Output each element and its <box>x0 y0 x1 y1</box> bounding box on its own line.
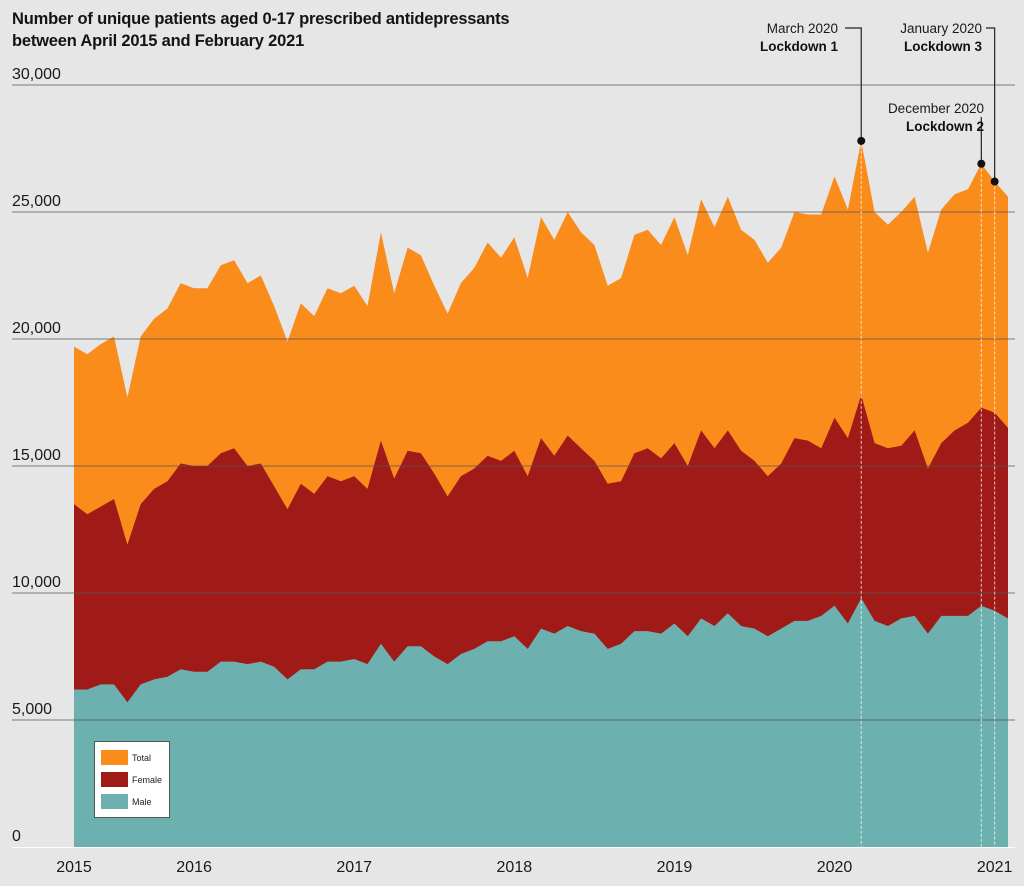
y-tick-label: 15,000 <box>12 447 61 464</box>
annotation-label: Lockdown 2 <box>906 119 984 134</box>
legend-item-female: Female <box>101 772 162 787</box>
legend-swatch-total <box>101 750 128 765</box>
legend-label-total: Total <box>132 752 152 763</box>
chart-title-line-1: Number of unique patients aged 0-17 pres… <box>12 10 510 28</box>
chart-title: Number of unique patients aged 0-17 pres… <box>12 8 572 52</box>
x-tick-label: 2018 <box>497 859 533 876</box>
y-axis-labels: 0 5,000 10,000 15,000 20,000 25,000 30,000 <box>12 66 61 845</box>
annotations: March 2020 Lockdown 1 December 2020 Lockdow… <box>760 21 999 847</box>
annotation-label: Lockdown 3 <box>904 39 982 54</box>
annotation-marker <box>857 136 866 145</box>
chart-title-line-2: between April 2015 and February 2021 <box>12 32 305 50</box>
x-tick-label: 2020 <box>817 859 853 876</box>
x-tick-label: 2017 <box>336 859 372 876</box>
legend-item-male: Male <box>101 794 152 809</box>
legend-item-total: Total <box>101 750 151 765</box>
annotation-marker <box>977 159 986 168</box>
y-tick-label: 10,000 <box>12 574 61 591</box>
legend: Total Female Male <box>94 741 170 818</box>
annotation-marker <box>990 177 999 186</box>
area-male <box>74 598 1008 847</box>
annotation-date: January 2020 <box>900 21 982 36</box>
x-tick-label: 2015 <box>56 859 92 876</box>
series-areas <box>74 140 1008 847</box>
annotation-leader-line <box>986 27 996 182</box>
gridlines <box>12 84 1015 848</box>
y-tick-label: 20,000 <box>12 320 61 337</box>
y-tick-label: 0 <box>12 828 21 845</box>
y-tick-label: 5,000 <box>12 701 52 718</box>
annotation-date: December 2020 <box>888 101 984 116</box>
legend-swatch-male <box>101 794 128 809</box>
x-axis-labels: 2015 2016 2017 2018 2019 2020 2021 <box>56 859 1012 876</box>
x-tick-label: 2019 <box>657 859 693 876</box>
y-tick-label: 30,000 <box>12 66 61 83</box>
annotation-date: March 2020 <box>767 21 838 36</box>
y-tick-label: 25,000 <box>12 193 61 210</box>
x-tick-label: 2016 <box>176 859 212 876</box>
legend-swatch-female <box>101 772 128 787</box>
annotation-label: Lockdown 1 <box>760 39 838 54</box>
legend-label-male: Male <box>132 796 152 807</box>
legend-label-female: Female <box>132 774 163 785</box>
x-tick-label: 2021 <box>977 859 1013 876</box>
annotation-leader-line <box>845 27 862 141</box>
